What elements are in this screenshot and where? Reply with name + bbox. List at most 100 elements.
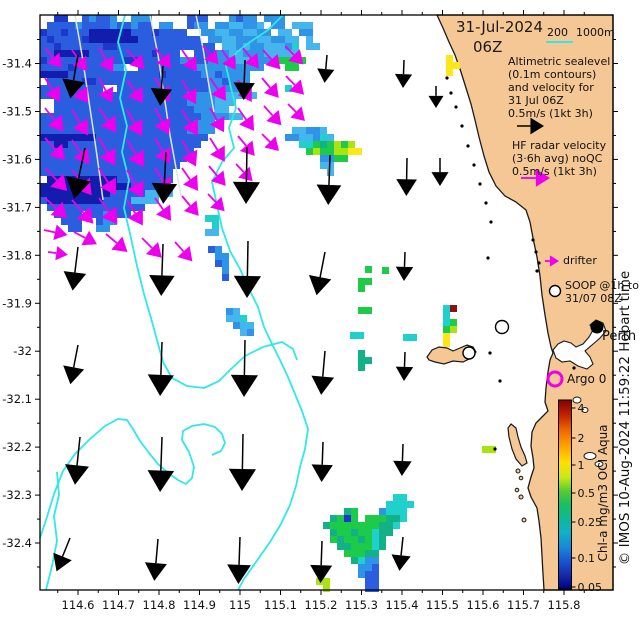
chl-pixel xyxy=(215,36,222,43)
chl-pixel xyxy=(372,515,379,522)
hf-radar-arrow-head xyxy=(209,115,225,133)
chl-pixel xyxy=(173,57,180,64)
chl-pixel xyxy=(208,43,215,50)
chl-pixel xyxy=(173,29,180,36)
chl-pixel xyxy=(320,134,327,141)
chl-pixel xyxy=(124,120,131,127)
velocity-arrow-head xyxy=(228,468,257,491)
chl-pixel xyxy=(187,106,194,113)
hf-radar-arrow-head xyxy=(155,147,171,164)
chl-pixel xyxy=(327,169,334,176)
hf-radar-arrow-head xyxy=(98,55,114,73)
hf-radar-arrow xyxy=(98,197,110,213)
hf-radar-arrow xyxy=(98,167,109,183)
chl-pixel xyxy=(117,43,124,50)
chl-pixel xyxy=(89,50,96,57)
colorbar-tick-label: 0.1 xyxy=(578,552,596,565)
chl-pixel xyxy=(271,22,278,29)
chl-pixel xyxy=(450,326,457,333)
hf-radar-arrow xyxy=(44,47,54,59)
chl-pixel xyxy=(40,127,47,134)
chl-pixel xyxy=(243,29,250,36)
chl-pixel xyxy=(358,543,365,550)
chl-pixel xyxy=(358,278,365,285)
velocity-arrow-head xyxy=(150,88,173,106)
chl-pixel xyxy=(306,127,313,134)
chl-pixel xyxy=(173,148,180,155)
chl-pixel xyxy=(47,36,54,43)
velocity-arrow xyxy=(238,536,241,565)
chl-pixel xyxy=(47,162,54,169)
chl-pixel xyxy=(229,50,236,57)
chl-pixel xyxy=(187,78,194,85)
chl-pixel xyxy=(89,127,96,134)
hf-radar-arrow xyxy=(154,197,164,211)
chl-pixel xyxy=(208,127,215,134)
chl-pixel xyxy=(103,162,110,169)
chl-pixel xyxy=(68,106,75,113)
hf-radar-arrow-head xyxy=(265,53,281,70)
chl-pixel xyxy=(96,50,103,57)
chl-pixel xyxy=(285,43,292,50)
chl-pixel xyxy=(89,92,96,99)
chl-pixel xyxy=(110,106,117,113)
chl-pixel xyxy=(75,99,82,106)
hf-radar-arrow xyxy=(44,77,54,91)
chl-pixel xyxy=(264,36,271,43)
chl-pixel xyxy=(54,134,61,141)
altimetric-legend: Altimetric sealevel (0.1m contours) and ve… xyxy=(508,55,610,120)
chl-pixel xyxy=(351,529,358,536)
chl-pixel xyxy=(89,113,96,120)
chl-pixel xyxy=(124,85,131,92)
chl-pixel xyxy=(208,246,215,253)
chl-pixel xyxy=(180,120,187,127)
hf-radar-arrow-head xyxy=(81,230,97,246)
chl-pixel xyxy=(173,120,180,127)
chl-pixel xyxy=(194,134,201,141)
velocity-arrow xyxy=(246,240,249,277)
chl-pixel xyxy=(222,78,229,85)
colorbar-tick-label: 4 xyxy=(578,402,585,415)
chl-pixel xyxy=(320,155,327,162)
chl-pixel xyxy=(173,71,180,78)
chl-pixel xyxy=(61,22,68,29)
chl-pixel xyxy=(236,36,243,43)
velocity-arrow xyxy=(328,154,331,186)
chl-pixel xyxy=(187,141,194,148)
velocity-arrow xyxy=(72,54,79,81)
chl-pixel xyxy=(159,36,166,43)
x-tick-label: 115 xyxy=(229,598,251,612)
y-tick-label: -32.2 xyxy=(2,440,32,454)
x-tick-label: 115.7 xyxy=(507,598,540,612)
hf-radar-arrow xyxy=(207,193,217,203)
chl-pixel xyxy=(187,71,194,78)
chl-pixel xyxy=(443,319,450,326)
hf-radar-arrow xyxy=(126,199,137,214)
chl-pixel xyxy=(400,515,407,522)
hf-radar-arrow-head xyxy=(210,170,226,186)
velocity-arrow-head xyxy=(431,172,449,186)
y-tick-label: -32.4 xyxy=(2,536,32,550)
chl-pixel xyxy=(355,148,362,155)
chl-pixel xyxy=(236,64,243,71)
chl-pixel xyxy=(117,22,124,29)
velocity-arrow-head xyxy=(227,564,251,584)
chl-pixel xyxy=(264,57,271,64)
chl-pixel xyxy=(243,22,250,29)
chl-pixel xyxy=(208,50,215,57)
chl-pixel xyxy=(250,92,257,99)
hf-radar-arrow-head xyxy=(47,114,64,132)
velocity-arrow xyxy=(245,146,248,183)
chl-pixel xyxy=(75,148,82,155)
contour-line-cyan xyxy=(45,471,60,591)
chl-pixel xyxy=(75,43,82,50)
chl-pixel xyxy=(443,340,450,347)
chl-pixel xyxy=(365,357,372,364)
chl-pixel xyxy=(278,15,285,22)
chl-pixel xyxy=(54,141,61,148)
chl-pixel xyxy=(117,141,124,148)
chl-pixel xyxy=(194,50,201,57)
hf-radar-arrow-head xyxy=(244,52,260,69)
chl-pixel xyxy=(68,218,75,225)
chl-pixel xyxy=(271,15,278,22)
